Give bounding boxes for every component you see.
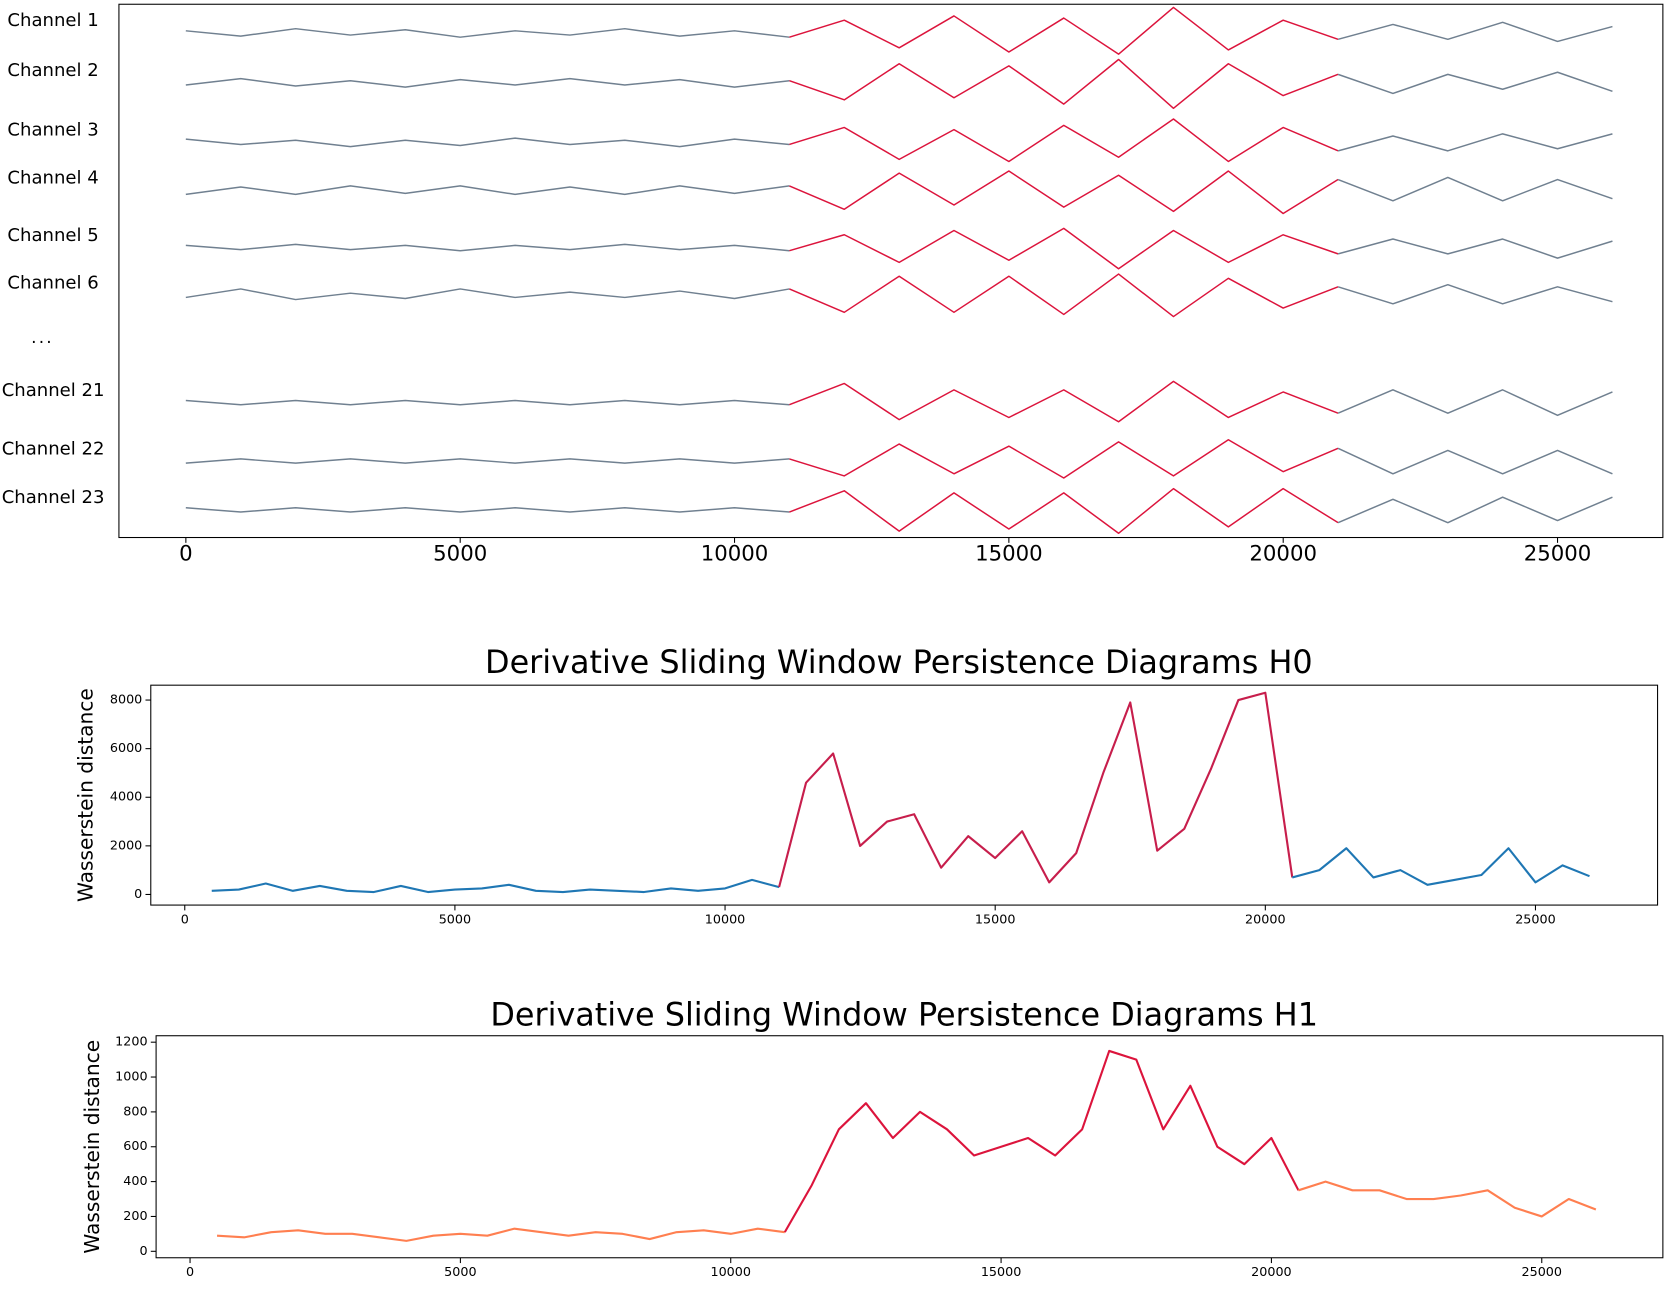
channel-label: Channel 5 [7, 225, 98, 246]
line [185, 77, 790, 88]
x-tick-label: 5000 [433, 542, 487, 567]
line [1292, 847, 1590, 886]
y-tick-label: 4000 [110, 790, 142, 805]
highlighted-line [789, 380, 1339, 423]
y-tick-label: 600 [123, 1139, 147, 1154]
highlighted-line [789, 273, 1339, 318]
line [211, 878, 780, 894]
ellipsis: ... [31, 328, 54, 348]
axes-frame [155, 1035, 1664, 1259]
axes-frame [118, 3, 1664, 539]
x-tick-label: 25000 [1524, 542, 1592, 567]
x-tick-label: 20000 [1249, 542, 1317, 567]
highlighted-line [789, 6, 1339, 55]
y-tick-label: 0 [134, 887, 142, 902]
x-tick-label: 5000 [439, 912, 471, 927]
line [185, 458, 790, 464]
line [1337, 21, 1613, 43]
channel-label: Channel 1 [7, 10, 98, 31]
chart-title: Derivative Sliding Window Persistence Di… [490, 996, 1318, 1034]
chart-title: Derivative Sliding Window Persistence Di… [485, 643, 1313, 681]
channel-label: Channel 23 [2, 487, 105, 508]
line [185, 27, 790, 38]
x-tick-label: 10000 [701, 542, 769, 567]
y-tick-label: 0 [139, 1244, 147, 1259]
y-tick-label: 200 [123, 1209, 147, 1224]
line [185, 399, 790, 406]
x-tick-label: 15000 [975, 912, 1016, 927]
line [185, 288, 790, 301]
highlighted-line [789, 170, 1339, 215]
x-tick-label: 5000 [444, 1265, 476, 1280]
x-tick-label: 15000 [981, 1265, 1022, 1280]
x-tick-label: 0 [179, 542, 193, 567]
line [1337, 496, 1613, 524]
highlighted-line [783, 1049, 1300, 1233]
channel-label: Channel 22 [2, 438, 105, 459]
line [1337, 283, 1613, 305]
y-tick-label: 1200 [115, 1035, 147, 1050]
channel-label: Channel 2 [7, 60, 98, 81]
line [1298, 1180, 1597, 1218]
x-tick-label: 25000 [1515, 912, 1556, 927]
channel-label: Channel 4 [7, 167, 98, 188]
x-tick-label: 20000 [1251, 1265, 1292, 1280]
x-tick-label: 25000 [1522, 1265, 1563, 1280]
y-tick-label: 2000 [110, 838, 142, 853]
highlighted-line [778, 691, 1294, 888]
y-tick-label: 6000 [110, 741, 142, 756]
line [185, 137, 790, 148]
line [1337, 389, 1613, 417]
y-axis-label: Wasserstein distance [80, 1040, 104, 1254]
line [1337, 447, 1613, 475]
x-tick-label: 10000 [710, 1265, 751, 1280]
y-tick-label: 800 [123, 1104, 147, 1119]
highlighted-line [789, 118, 1339, 163]
highlighted-line [789, 439, 1339, 479]
line [185, 507, 790, 513]
line [1337, 71, 1613, 95]
channel-label: Channel 3 [7, 120, 98, 141]
line [185, 185, 790, 196]
channel-label: Channel 21 [2, 380, 105, 401]
y-tick-label: 400 [123, 1174, 147, 1189]
x-tick-label: 20000 [1245, 912, 1286, 927]
x-tick-label: 0 [186, 1265, 194, 1280]
x-tick-label: 15000 [975, 542, 1043, 567]
y-axis-label: Wasserstein distance [74, 688, 98, 902]
line [185, 243, 790, 252]
x-tick-label: 10000 [705, 912, 746, 927]
axes-frame [150, 684, 1659, 906]
line [1337, 133, 1613, 152]
line [1337, 176, 1613, 202]
highlighted-line [789, 227, 1339, 270]
line [216, 1227, 785, 1242]
y-tick-label: 1000 [115, 1070, 147, 1085]
channel-label: Channel 6 [7, 273, 98, 294]
highlighted-line [789, 487, 1339, 535]
highlighted-line [789, 58, 1339, 110]
y-tick-label: 8000 [110, 693, 142, 708]
line [1337, 238, 1613, 259]
x-tick-label: 0 [181, 912, 189, 927]
